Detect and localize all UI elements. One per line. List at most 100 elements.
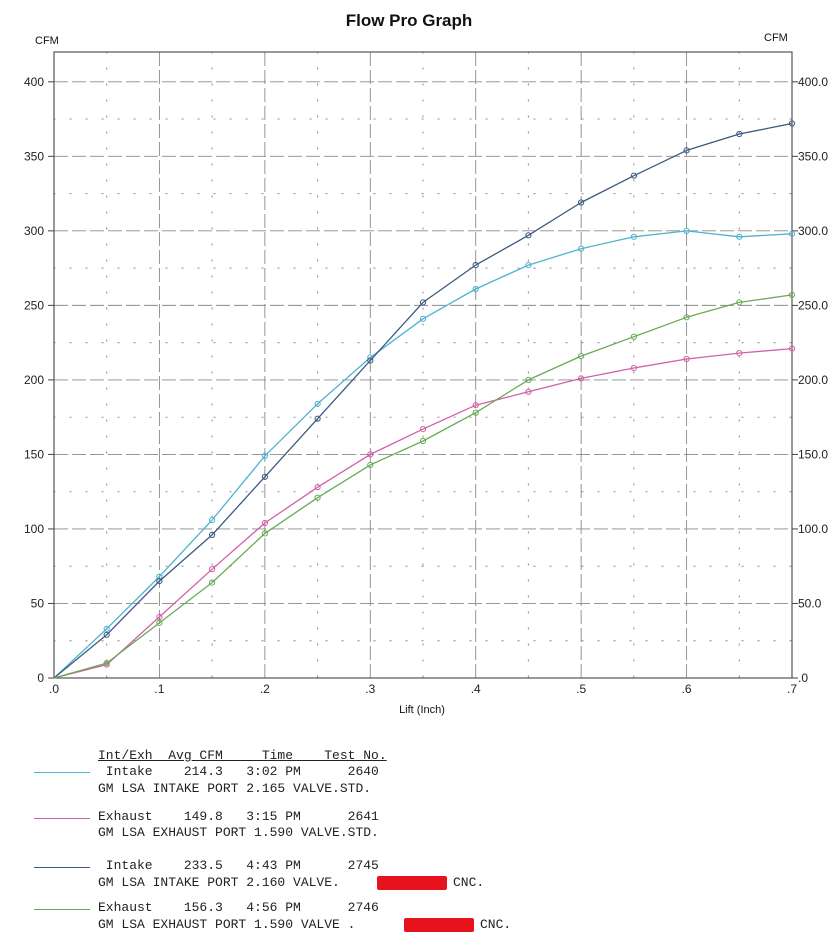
- series-layer: [53, 120, 796, 679]
- y-tick-label-left: 350: [24, 149, 44, 163]
- legend-entry-1-line2: GM LSA INTAKE PORT 2.165 VALVE.STD.: [98, 781, 372, 796]
- x-axis-title: Lift (Inch): [399, 704, 445, 716]
- chart: Flow Pro Graph CFM CFM Lift (Inch) .0 .1.…: [24, 11, 828, 716]
- series-2-point: [788, 345, 796, 352]
- legend: Int/Exh Avg CFM Time Test No. Intake 214…: [0, 745, 836, 943]
- series-2-point: [630, 364, 638, 372]
- series-4-point: [630, 333, 638, 340]
- series-3-point: [630, 172, 638, 179]
- series-4-point: [367, 461, 374, 468]
- x-tick-label: .1: [154, 682, 164, 696]
- series-3-point: [788, 120, 796, 127]
- legend-header: Int/Exh Avg CFM Time Test No.: [98, 748, 387, 763]
- series-1-point: [103, 625, 110, 632]
- legend-entry-4-line1: Exhaust 156.3 4:56 PM 2746: [98, 900, 379, 915]
- legend-entry-1-line1: Intake 214.3 3:02 PM 2640: [98, 764, 379, 779]
- legend-entry-3-line2a: GM LSA INTAKE PORT 2.160 VALVE.: [98, 875, 340, 890]
- redaction-mark-2: [404, 918, 474, 932]
- series-3-point: [209, 531, 216, 539]
- series-1-point: [788, 230, 796, 237]
- x-tick-label: .5: [576, 682, 586, 696]
- series-2-point: [736, 350, 743, 357]
- series-2-point: [314, 484, 321, 491]
- series-line-4: [53, 294, 793, 679]
- series-1-point: [261, 452, 268, 459]
- series-4-point: [209, 579, 216, 586]
- series-4-point: [683, 314, 690, 321]
- series-4-point: [525, 376, 532, 383]
- series-3-point: [156, 578, 163, 585]
- series-3-point: [525, 232, 532, 239]
- series-4-point: [261, 530, 268, 537]
- series-1-point: [736, 233, 743, 240]
- series-3-point: [578, 199, 585, 206]
- legend-entry-4-line2a: GM LSA EXHAUST PORT 1.590 VALVE .: [98, 917, 356, 932]
- x-tick-label: .4: [471, 682, 481, 696]
- y-axis-title-right: CFM: [764, 32, 788, 44]
- series-1-point: [630, 233, 638, 240]
- series-3-point: [367, 357, 374, 364]
- x-tick-label: .3: [365, 682, 375, 696]
- series-3-point: [736, 130, 743, 138]
- series-1-point: [683, 227, 690, 234]
- legend-entry-3-line2b: CNC.: [453, 875, 485, 890]
- series-4-point: [736, 299, 743, 306]
- series-4-point: [156, 619, 163, 627]
- legend-entry-3-line1: Intake 233.5 4:43 PM 2745: [98, 858, 379, 873]
- legend-entry-2-line1: Exhaust 149.8 3:15 PM 2641: [98, 809, 379, 824]
- y-tick-label-left: 300: [24, 224, 44, 238]
- series-2-point: [209, 566, 216, 573]
- x-tick-label: .0: [49, 682, 59, 696]
- series-2-point: [419, 426, 427, 433]
- series-1-point: [525, 262, 532, 269]
- series-2-point: [525, 388, 532, 395]
- grid: [53, 51, 793, 679]
- series-1-point: [156, 573, 163, 580]
- y-tick-label-left: 50: [31, 596, 45, 610]
- x-tick-label: .7: [787, 682, 797, 696]
- series-1-point: [209, 516, 216, 524]
- plot-frame: [53, 51, 793, 679]
- y-tick-label-right: 100.0: [798, 522, 828, 536]
- y-tick-label-right: 150.0: [798, 447, 828, 461]
- tick-labels: .0 .1 .2 .3 .4 .5 .6 .7 0 .0 50 50.0 100 100.0 150 150.…: [24, 75, 828, 696]
- x-tick-label: .6: [682, 682, 692, 696]
- series-1-point: [419, 315, 427, 322]
- series-4-point: [472, 409, 479, 416]
- legend-entry-4-line2b: CNC.: [480, 917, 512, 932]
- series-4-point: [103, 660, 110, 667]
- series-3-point: [261, 473, 268, 480]
- series-3-point: [683, 147, 690, 154]
- y-tick-label-right: 200.0: [798, 373, 828, 387]
- series-3-point: [103, 631, 110, 638]
- series-4-point: [578, 353, 585, 360]
- series-line-2: [53, 347, 793, 679]
- y-tick-label-right: 50.0: [798, 596, 822, 610]
- series-2-point: [683, 355, 690, 363]
- legend-entry-2-line2: GM LSA EXHAUST PORT 1.590 VALVE.STD.: [98, 825, 379, 840]
- plot-border: [53, 51, 793, 679]
- y-tick-label-left: 250: [24, 298, 44, 312]
- y-tick-label-right: .0: [798, 671, 808, 685]
- series-4-point: [788, 291, 796, 298]
- redaction-mark: [377, 876, 447, 890]
- series-2-point: [578, 375, 585, 382]
- series-4-point: [419, 437, 427, 445]
- legend-swatch-intake-2640: [34, 772, 90, 773]
- series-3-point: [419, 299, 427, 306]
- y-tick-label-left: 200: [24, 373, 44, 387]
- y-tick-label-right: 300.0: [798, 224, 828, 238]
- y-tick-label-right: 400.0: [798, 75, 828, 89]
- y-axis-title-left: CFM: [35, 35, 59, 47]
- series-1-point: [314, 400, 321, 407]
- legend-swatch-intake-2745: [34, 867, 90, 868]
- series-3-point: [472, 262, 479, 269]
- x-tick-label: .2: [260, 682, 270, 696]
- series-line-1: [53, 230, 793, 679]
- y-tick-label-right: 350.0: [798, 149, 828, 163]
- series-line-3: [53, 122, 793, 679]
- y-tick-label-left: 400: [24, 75, 44, 89]
- y-tick-label-left: 100: [24, 522, 44, 536]
- y-tick-label-left: 150: [24, 447, 44, 461]
- y-tick-label-left: 0: [37, 671, 44, 685]
